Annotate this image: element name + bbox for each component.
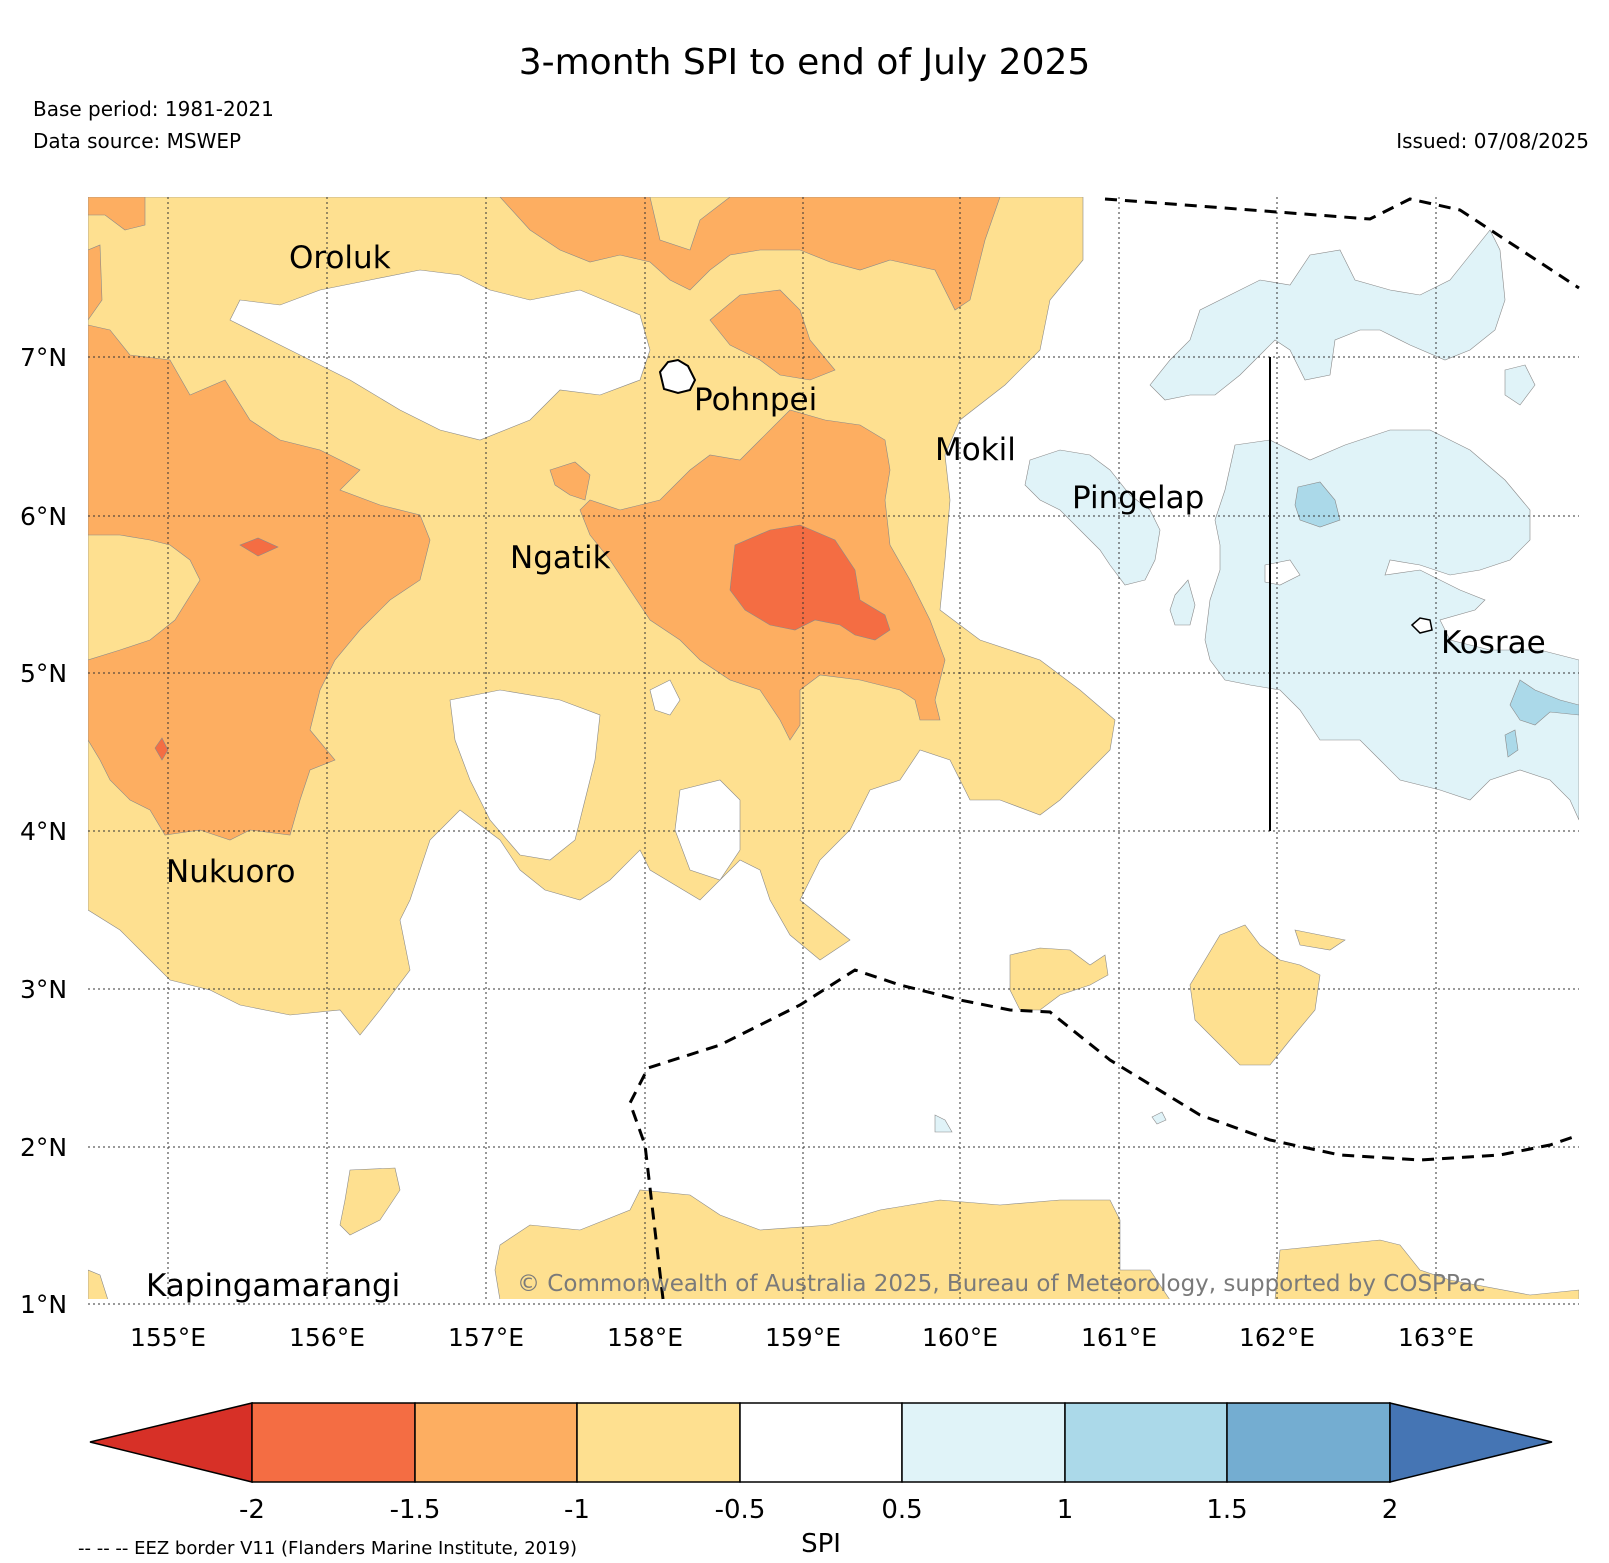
lat-tick-labels: 7°N 6°N 5°N 4°N 3°N 2°N 1°N (20, 343, 67, 1319)
spi-band-south-east-yellow (1274, 1239, 1579, 1299)
lat-tick-4N: 4°N (20, 817, 67, 846)
kosrae-island-shape (1410, 617, 1433, 634)
colorbar-tick-minus1: -1 (564, 1495, 590, 1525)
lat-tick-1N: 1°N (20, 1290, 67, 1319)
place-label-ngatik: Ngatik (510, 540, 611, 576)
colorbar-tick-minus0.5: -0.5 (715, 1495, 766, 1525)
lon-tick-163E: 163°E (1398, 1323, 1474, 1352)
spi-patch-orange-2 (88, 244, 103, 321)
issued-date-text: Issued: 07/08/2025 (1396, 129, 1589, 153)
colorbar-label: SPI (801, 1529, 841, 1559)
lat-tick-3N: 3°N (20, 975, 67, 1004)
lon-tick-155E: 155°E (130, 1323, 206, 1352)
lon-tick-161E: 161°E (1081, 1323, 1157, 1352)
lon-tick-160E: 160°E (922, 1323, 998, 1352)
spi-patch-yellow-1 (1009, 947, 1109, 1011)
colorbar-segment-minus0.5-to-0.5 (739, 1402, 903, 1483)
colorbar-tick-0.5: 0.5 (881, 1495, 922, 1525)
spi-patch-yellow-2 (1189, 924, 1321, 1066)
place-label-pohnpei: Pohnpei (694, 382, 817, 418)
colorbar-segment-1.5-to-2 (1226, 1402, 1391, 1483)
colorbar-segment-minus1.5-to-minus1 (414, 1402, 578, 1483)
colorbar-tick-minus2: -2 (239, 1495, 265, 1525)
lon-tick-159E: 159°E (765, 1323, 841, 1352)
map-title: 3-month SPI to end of July 2025 (518, 42, 1091, 83)
lon-tick-156E: 156°E (289, 1323, 365, 1352)
spi-band-1-to-1.5-b (1509, 679, 1579, 726)
spi-band-0.5-to-1-east (1204, 429, 1579, 821)
spi-band-minus1.5-to-minus1-west (88, 324, 431, 841)
copyright-text: © Commonwealth of Australia 2025, Bureau… (517, 1271, 1486, 1297)
spi-patch-orange-3 (88, 197, 146, 231)
spi-patch-yellow-5 (88, 1269, 108, 1299)
lat-tick-7N: 7°N (20, 343, 67, 372)
colorbar-segment-0.5-to-1 (901, 1402, 1066, 1483)
spi-hole-north (229, 269, 651, 441)
spi-band-0.5-to-1-pingelap (1024, 449, 1161, 586)
spi-band-south-yellow (494, 1189, 1170, 1299)
spi-hole-mid-3 (649, 679, 681, 716)
map-gridlines (88, 197, 1579, 1305)
spi-patch-lightblue-1 (1169, 579, 1196, 626)
spi-patch-red-1 (239, 537, 279, 557)
place-label-kapingamarangi: Kapingamarangi (146, 1268, 400, 1304)
spi-patch-lightblue-4 (1151, 1111, 1167, 1125)
spi-patch-lightblue-2 (1504, 364, 1536, 406)
colorbar-tick-1: 1 (1057, 1495, 1074, 1525)
lon-tick-157E: 157°E (448, 1323, 524, 1352)
place-label-nukuoro: Nukuoro (166, 854, 295, 890)
spi-hole-east-1 (1264, 559, 1301, 586)
colorbar-tick-2: 2 (1382, 1495, 1399, 1525)
colorbar-tick-labels: -2 -1.5 -1 -0.5 0.5 1 1.5 2 SPI (239, 1495, 1398, 1559)
colorbar-segment-minus2-to-minus1.5 (251, 1402, 416, 1483)
eez-border-note: -- -- -- EEZ border V11 (Flanders Marine… (78, 1538, 577, 1559)
spi-band-minus2-to-minus1.5-center (729, 524, 891, 641)
place-label-mokil: Mokil (935, 432, 1016, 468)
spi-band-1-to-1.5-c (1504, 729, 1519, 758)
colorbar-segment-above-2 (1389, 1402, 1553, 1483)
lon-tick-labels: 155°E 156°E 157°E 158°E 159°E 160°E 161°… (130, 1323, 1474, 1352)
eez-border-south (628, 968, 1580, 1300)
lat-tick-5N: 5°N (20, 659, 67, 688)
colorbar-segment-below-minus2 (89, 1402, 253, 1483)
spi-band-minus1.5-to-minus1-north (499, 197, 1001, 311)
spi-band-minus1-to-minus0.5 (88, 197, 1116, 1036)
spi-contour-fields (88, 197, 1579, 1299)
colorbar-segment-minus1-to-minus0.5 (576, 1402, 741, 1483)
pohnpei-island-shape (658, 358, 697, 395)
eez-border-north-east (1104, 197, 1580, 290)
spi-patch-orange-1 (549, 461, 591, 501)
data-source-text: Data source: MSWEP (33, 129, 242, 153)
spi-patch-yellow-4 (339, 1167, 401, 1236)
spi-hole-mid-2 (674, 779, 741, 881)
colorbar-segment-1-to-1.5 (1064, 1402, 1228, 1483)
base-period-text: Base period: 1981-2021 (33, 97, 274, 121)
place-labels: Oroluk Pohnpei Mokil Pingelap Ngatik Kos… (146, 240, 1546, 1304)
lon-tick-162E: 162°E (1239, 1323, 1315, 1352)
place-label-pingelap: Pingelap (1072, 480, 1204, 516)
place-label-kosrae: Kosrae (1441, 625, 1546, 661)
colorbar-tick-1.5: 1.5 (1206, 1495, 1247, 1525)
spi-patch-lightblue-3 (934, 1114, 953, 1133)
place-label-oroluk: Oroluk (289, 240, 391, 276)
spi-hole-mid (449, 689, 601, 861)
spi-band-0.5-to-1-north-east (1149, 229, 1506, 401)
eez-borders (628, 197, 1580, 1300)
lat-tick-6N: 6°N (20, 502, 67, 531)
spi-patch-red-2 (154, 737, 169, 761)
colorbar (89, 1402, 1553, 1483)
colorbar-tick-minus1.5: -1.5 (390, 1495, 441, 1525)
lat-tick-2N: 2°N (20, 1133, 67, 1162)
spi-patch-yellow-3 (1294, 929, 1346, 951)
lon-tick-158E: 158°E (607, 1323, 683, 1352)
